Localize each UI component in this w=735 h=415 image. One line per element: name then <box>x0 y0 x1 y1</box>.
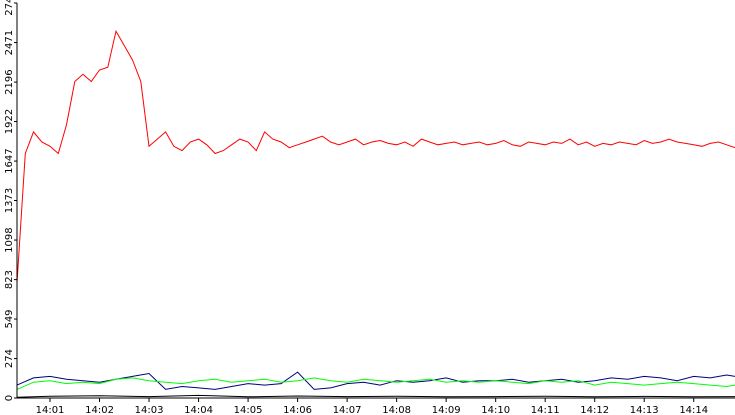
x-tick-label: 14:09 <box>432 405 461 415</box>
y-tick-label: 1647 <box>4 148 15 173</box>
series-line-3 <box>16 377 735 390</box>
x-tick-label: 14:01 <box>36 405 65 415</box>
y-tick-label: 2746 <box>4 0 15 16</box>
x-tick-label: 14:12 <box>580 405 609 415</box>
y-tick-label: 1098 <box>4 227 15 252</box>
y-tick-label: 0 <box>4 395 15 401</box>
y-tick-label: 274 <box>4 349 15 368</box>
y-tick-label: 823 <box>4 270 15 289</box>
y-tick-label: 1373 <box>4 188 15 213</box>
series-line-2 <box>16 371 735 390</box>
x-tick-label: 14:14 <box>679 405 708 415</box>
x-tick-label: 14:07 <box>333 405 362 415</box>
x-tick-label: 14:11 <box>531 405 560 415</box>
x-tick-label: 14:03 <box>135 405 164 415</box>
y-tick-label: 549 <box>4 309 15 328</box>
y-tick-label: 1922 <box>4 109 15 134</box>
plot-area <box>16 29 735 398</box>
x-tick-label: 14:10 <box>481 405 510 415</box>
x-tick-label: 14:08 <box>382 405 411 415</box>
x-axis: 14:01 14:02 14:03 14:04 14:05 14:06 14:07 14:08… <box>17 397 735 415</box>
x-tick-label: 14:05 <box>234 405 263 415</box>
x-tick-label: 14:02 <box>85 405 114 415</box>
y-tick-label: 2471 <box>4 30 15 55</box>
y-tick-label: 2196 <box>4 69 15 94</box>
x-tick-label: 14:13 <box>630 405 659 415</box>
series-line-4 <box>16 394 735 398</box>
y-axis: 0 274 549 823 1098 1373 1647 1922 2196 2471 2746 <box>4 0 18 401</box>
x-tick-label: 14:06 <box>283 405 312 415</box>
x-tick-label: 14:04 <box>184 405 213 415</box>
series-line-1 <box>16 29 735 283</box>
